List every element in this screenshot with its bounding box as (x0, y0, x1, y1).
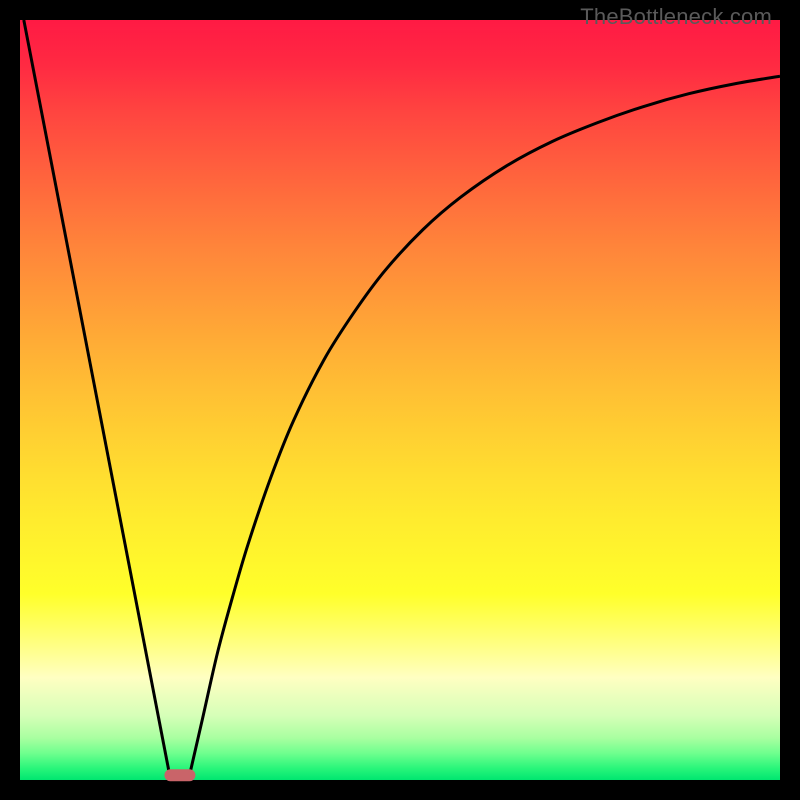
watermark-text: TheBottleneck.com (580, 4, 772, 30)
minimum-marker (164, 770, 195, 781)
curve-layer (20, 20, 780, 780)
curve-right-segment (189, 76, 780, 775)
curve-left-segment (24, 20, 170, 775)
plot-area (20, 20, 780, 780)
chart-frame: TheBottleneck.com (0, 0, 800, 800)
